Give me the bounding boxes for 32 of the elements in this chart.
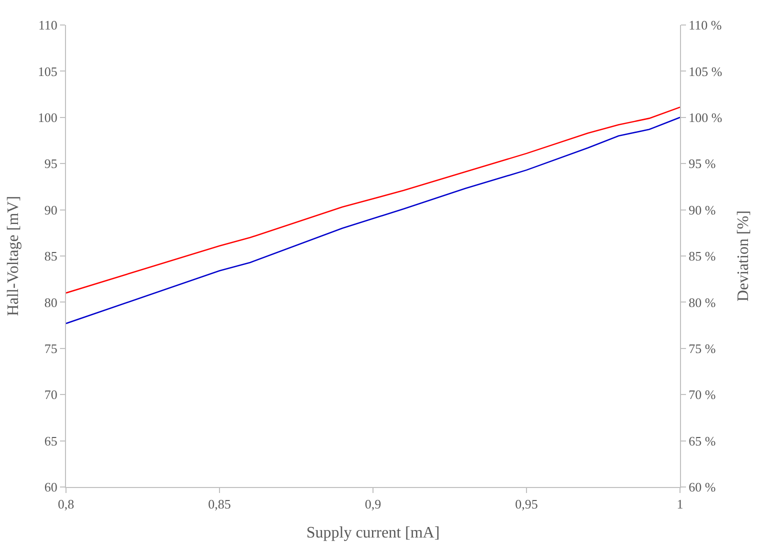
y-tick-label: 80 bbox=[44, 294, 58, 310]
y2-tick-label: 85 % bbox=[688, 248, 716, 264]
y2-tick-label: 90 % bbox=[688, 202, 716, 218]
y-tick-label: 65 bbox=[44, 433, 58, 448]
x-tick-label: 0,85 bbox=[208, 496, 231, 512]
y2-tick-label: 60 % bbox=[688, 480, 716, 495]
y2-tick-label: 75 % bbox=[688, 340, 716, 356]
y2-tick-label: 95 % bbox=[688, 156, 716, 172]
x-tick-label: 0,95 bbox=[515, 496, 538, 512]
y2-tick-label: 65 % bbox=[688, 433, 716, 448]
y2-tick-label: 110 % bbox=[688, 18, 722, 33]
y2-tick-label: 70 % bbox=[688, 387, 716, 402]
y-tick-label: 90 bbox=[44, 202, 58, 218]
y2-tick-label: 105 % bbox=[688, 64, 722, 79]
x-tick-label: 0,9 bbox=[364, 496, 382, 512]
y-axis-title: Hall-Voltage [mV] bbox=[4, 196, 22, 316]
y-tick-label: 95 bbox=[44, 156, 58, 172]
y2-tick-label: 100 % bbox=[688, 110, 722, 125]
y-tick-label: 75 bbox=[44, 340, 58, 356]
y-tick-label: 60 bbox=[44, 480, 58, 495]
y-tick-label: 110 bbox=[38, 18, 58, 33]
y-tick-label: 85 bbox=[44, 248, 58, 264]
y-tick-label: 70 bbox=[44, 387, 58, 402]
y-tick-label: 105 bbox=[38, 64, 58, 79]
y2-axis-title: Deviation [%] bbox=[735, 210, 752, 302]
x-tick-label: 1 bbox=[676, 496, 684, 512]
line-series bbox=[66, 106, 680, 294]
x-axis-title: Supply current [mA] bbox=[306, 524, 440, 542]
x-tick-label: 0,8 bbox=[58, 496, 74, 512]
line-series bbox=[66, 116, 680, 324]
y2-tick-label: 80 % bbox=[688, 294, 716, 310]
y-tick-label: 100 bbox=[38, 110, 58, 125]
